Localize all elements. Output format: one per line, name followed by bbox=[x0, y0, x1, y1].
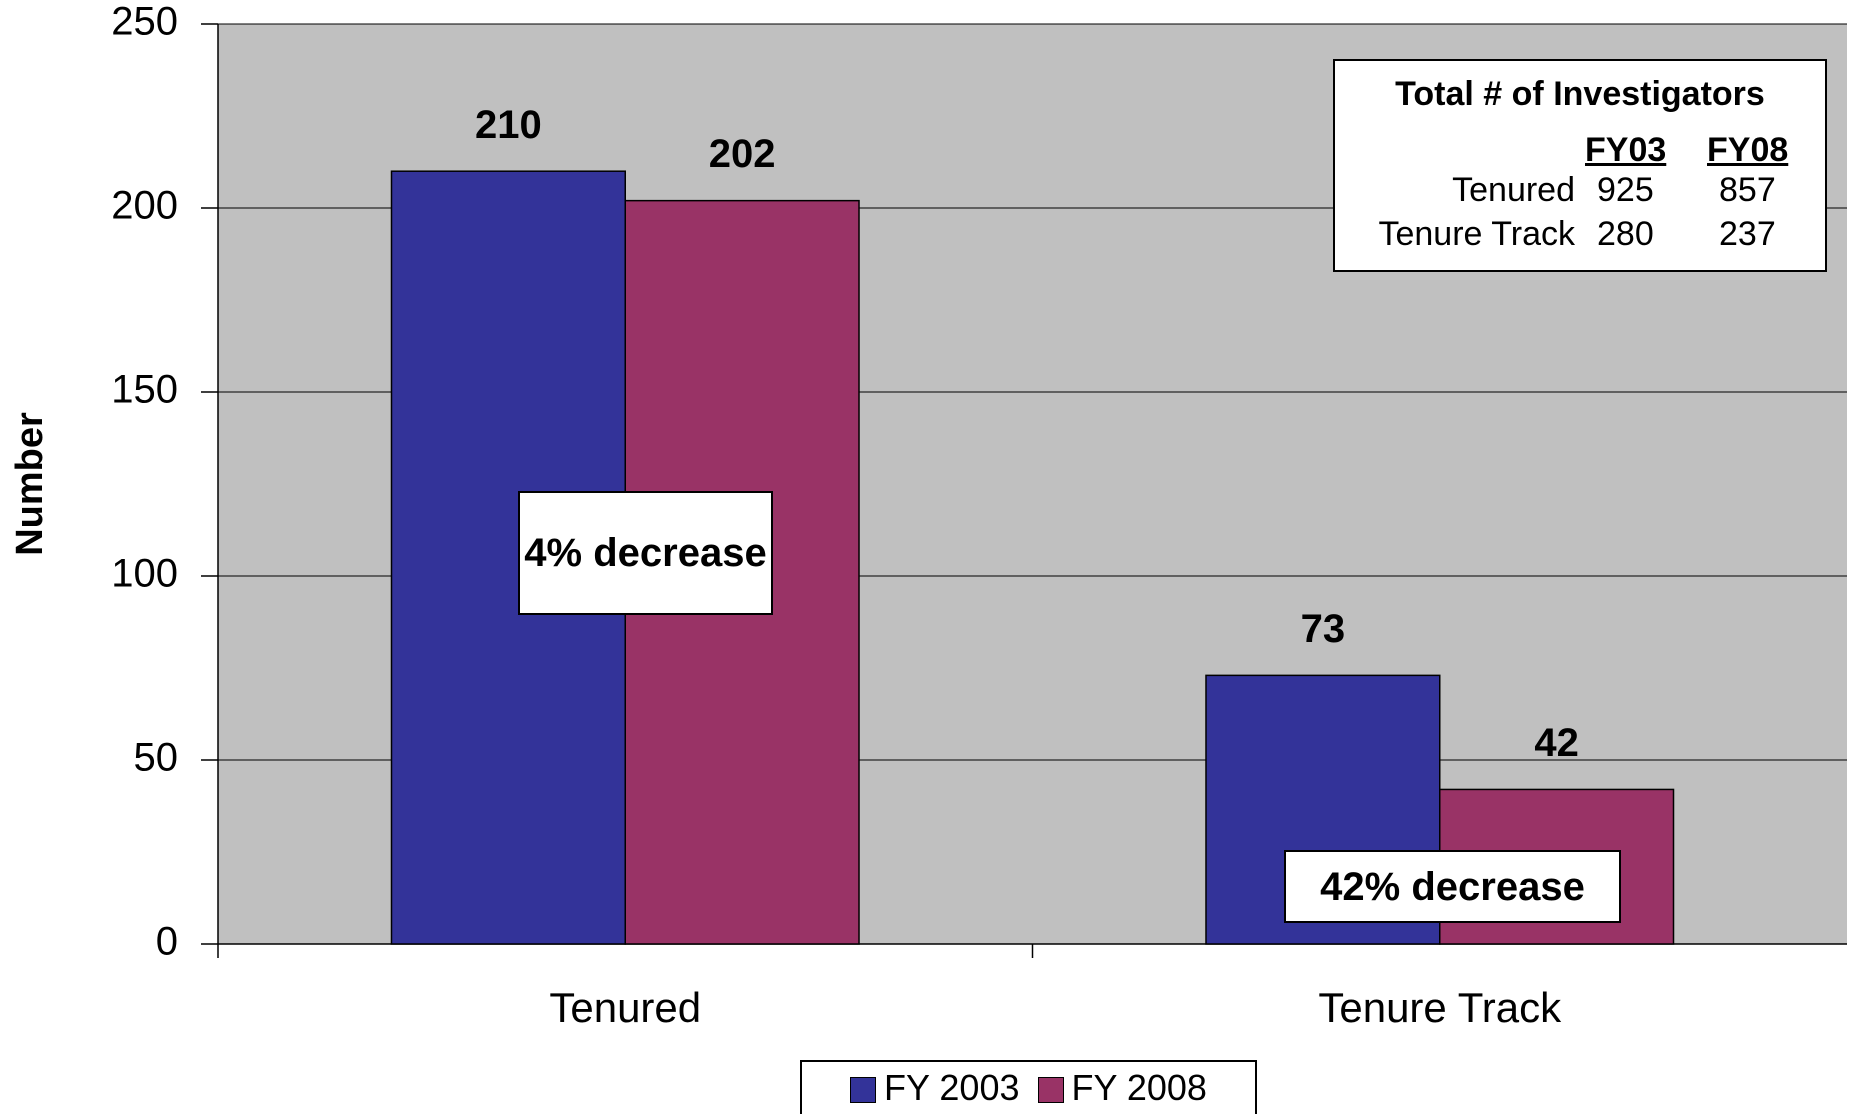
data-label: 210 bbox=[475, 103, 542, 147]
legend-item: FY 2008 bbox=[1037, 1067, 1207, 1109]
data-label: 202 bbox=[709, 132, 776, 176]
inset-row-label: Tenure Track bbox=[1378, 215, 1575, 253]
inset-title: Total # of Investigators bbox=[1395, 75, 1765, 113]
inset-column-header: FY08 bbox=[1707, 131, 1789, 169]
legend-swatch bbox=[850, 1077, 877, 1104]
data-label: 73 bbox=[1301, 607, 1346, 651]
legend-label: FY 2003 bbox=[884, 1067, 1020, 1108]
inset-row-label: Tenured bbox=[1452, 171, 1575, 209]
legend-swatch bbox=[1037, 1077, 1064, 1104]
y-tick-label: 0 bbox=[156, 920, 178, 964]
inset-cell: 925 bbox=[1597, 171, 1654, 209]
y-tick-label: 250 bbox=[111, 0, 178, 44]
inset-cell: 857 bbox=[1719, 171, 1776, 209]
legend: FY 2003 FY 2008 bbox=[800, 1060, 1257, 1114]
y-tick-label: 200 bbox=[111, 184, 178, 228]
y-tick-label: 100 bbox=[111, 552, 178, 596]
inset-cell: 237 bbox=[1719, 215, 1776, 253]
legend-label: FY 2008 bbox=[1071, 1067, 1207, 1108]
inset-cell: 280 bbox=[1597, 215, 1654, 253]
y-tick-label: 50 bbox=[134, 736, 179, 780]
inset-column-header: FY03 bbox=[1585, 131, 1667, 169]
annotation: 4% decrease bbox=[518, 491, 773, 615]
y-axis-label: Number bbox=[9, 412, 51, 556]
legend-item: FY 2003 bbox=[850, 1067, 1020, 1109]
inset-table: Total # of Investigators FY03 FY08 Tenured… bbox=[1333, 59, 1827, 272]
x-tick-label: Tenure Track bbox=[1318, 984, 1562, 1031]
annotation: 42% decrease bbox=[1284, 850, 1621, 923]
y-tick-label: 150 bbox=[111, 368, 178, 412]
data-label: 42 bbox=[1534, 721, 1579, 765]
x-tick-label: Tenured bbox=[549, 984, 701, 1031]
